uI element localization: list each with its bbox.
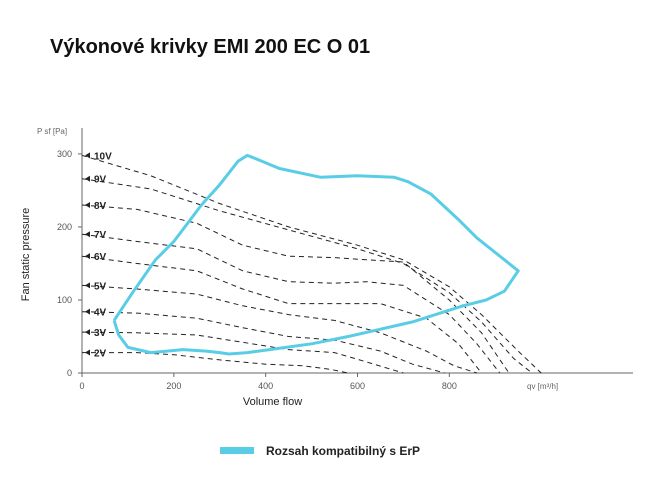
legend-swatch — [220, 447, 254, 454]
curve-10V — [81, 154, 542, 374]
curve-2V — [82, 352, 349, 374]
y-unit-label: P sf [Pa] — [37, 127, 67, 136]
curve-6V — [81, 255, 482, 374]
curve-label-5V: 5V — [94, 281, 107, 292]
x-tick-label: 400 — [258, 381, 273, 391]
curve-9V — [81, 178, 533, 374]
curve-labels: 10V 9V 8V 7V 6V 5V 4V 3V 2V — [85, 151, 112, 360]
curve-label-6V: 6V — [94, 252, 107, 263]
curve-5V — [81, 284, 478, 374]
curve-4V — [81, 311, 445, 374]
curve-7V — [81, 233, 501, 374]
curve-marker — [85, 329, 90, 336]
curve-marker — [85, 308, 90, 315]
x-tick-label: 200 — [166, 381, 181, 391]
curve-label-2V: 2V — [94, 349, 107, 360]
curve-label-3V: 3V — [94, 328, 107, 339]
x-tick-label: 0 — [79, 381, 84, 391]
voltage-curves — [81, 154, 542, 374]
curve-marker — [85, 175, 90, 182]
legend-label: Rozsah kompatibilný s ErP — [266, 444, 420, 458]
curve-label-4V: 4V — [94, 308, 107, 319]
x-tick-label: 800 — [442, 381, 457, 391]
legend: Rozsah kompatibilný s ErP — [220, 444, 420, 458]
curve-3V — [81, 331, 404, 374]
curve-marker — [85, 349, 90, 356]
erp-envelope — [112, 153, 520, 356]
curve-label-7V: 7V — [94, 230, 107, 241]
y-axis-label: Fan static pressure — [20, 208, 32, 302]
chart-title: Výkonové krivky EMI 200 EC O 01 — [50, 36, 371, 58]
curve-marker — [85, 202, 90, 209]
curve-marker — [85, 231, 90, 238]
x-unit-label: qv [m³/h] — [527, 382, 558, 391]
x-tick-label: 600 — [350, 381, 365, 391]
curve-marker — [85, 282, 90, 289]
curve-marker — [85, 152, 90, 159]
curve-label-10V: 10V — [94, 151, 112, 162]
axes: 0 100 200 300 0 200 400 600 800 Volume flow Fan st… — [20, 127, 633, 408]
y-tick-label: 300 — [57, 149, 72, 159]
y-tick-label: 100 — [57, 295, 72, 305]
x-axis-label: Volume flow — [243, 396, 302, 408]
curve-8V — [81, 204, 510, 374]
envelope-line — [112, 153, 520, 356]
curve-label-9V: 9V — [94, 175, 107, 186]
curve-marker — [85, 253, 90, 260]
y-tick-label: 0 — [67, 368, 72, 378]
curve-label-8V: 8V — [94, 201, 107, 212]
y-tick-label: 200 — [57, 222, 72, 232]
